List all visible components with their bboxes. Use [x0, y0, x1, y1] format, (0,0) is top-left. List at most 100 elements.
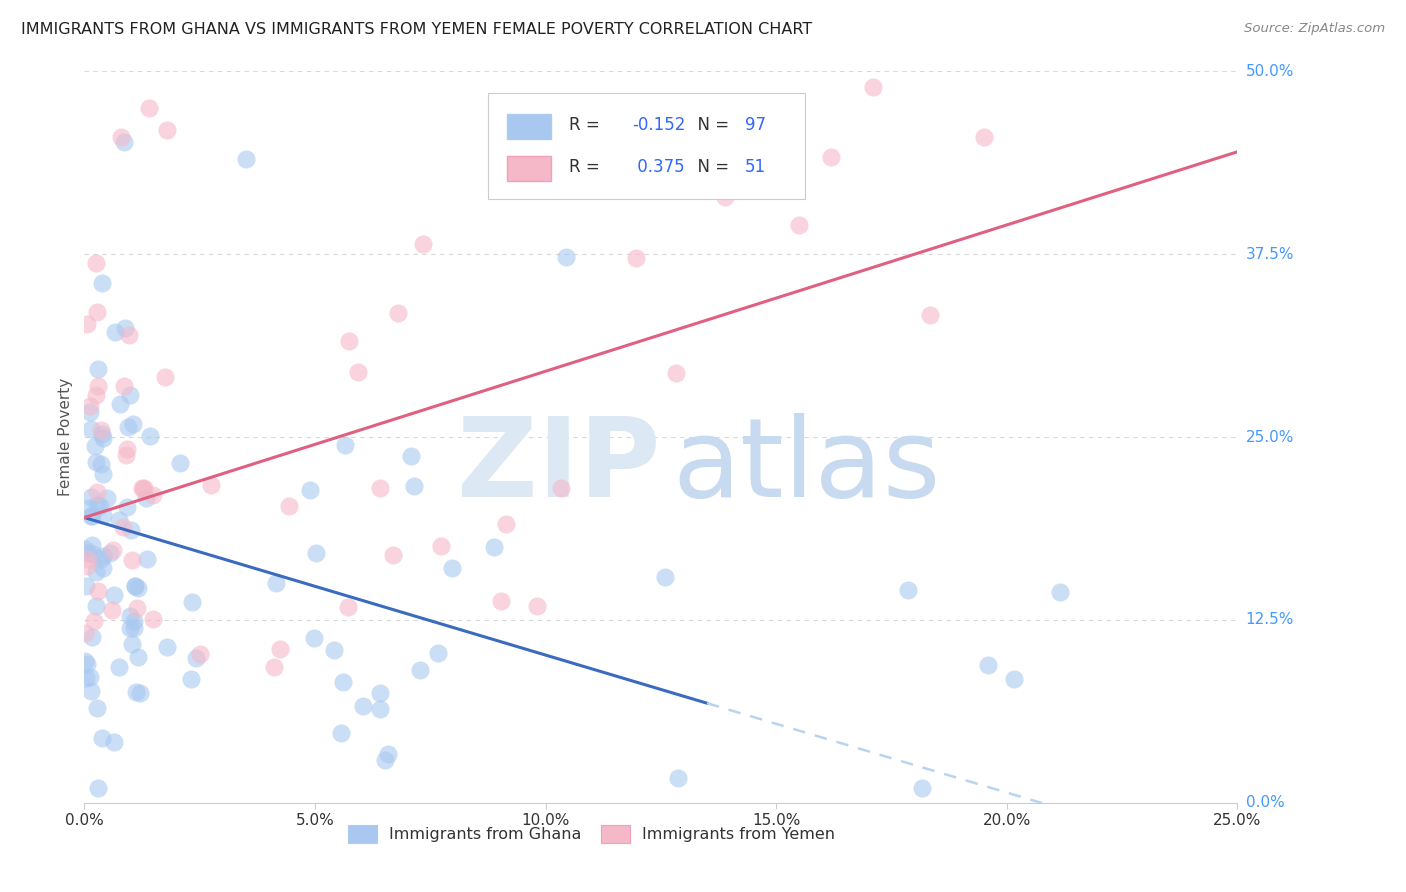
Point [79, 399, 101, 413]
Point [495, 516, 517, 531]
Point [124, 578, 146, 592]
Text: 0.0%: 0.0% [1246, 796, 1284, 810]
Point [973, 130, 995, 145]
Point [368, 702, 391, 716]
Point [714, 190, 737, 204]
Point [142, 612, 165, 626]
Point [90, 458, 112, 472]
Point [153, 369, 176, 384]
Point [181, 595, 204, 609]
Point [86, 485, 108, 500]
Point [91, 561, 114, 575]
Point [91, 731, 114, 746]
Point [103, 588, 125, 602]
Point [430, 539, 453, 553]
Point [920, 308, 942, 322]
Point [84, 454, 107, 468]
Point [96, 491, 118, 506]
Point [654, 570, 676, 584]
Point [188, 647, 211, 661]
Point [82, 538, 104, 552]
Point [373, 753, 395, 767]
Point [135, 491, 157, 505]
Point [200, 477, 222, 491]
Point [120, 523, 142, 537]
Point [91, 467, 114, 482]
Point [381, 548, 404, 562]
Text: R =: R = [568, 116, 605, 134]
Point [332, 675, 354, 690]
Point [76, 559, 98, 574]
Point [87, 781, 110, 796]
Point [98, 546, 121, 560]
Legend: Immigrants from Ghana, Immigrants from Yemen: Immigrants from Ghana, Immigrants from Y… [342, 819, 842, 850]
Point [820, 150, 842, 164]
Point [263, 660, 285, 674]
Y-axis label: Female Poverty: Female Poverty [58, 378, 73, 496]
Point [526, 599, 548, 614]
Point [665, 366, 688, 380]
Point [333, 438, 356, 452]
Point [103, 735, 125, 749]
Point [368, 481, 391, 495]
Point [377, 747, 399, 761]
Point [897, 583, 920, 598]
Point [87, 362, 110, 376]
Point [862, 80, 884, 95]
Point [1002, 672, 1025, 686]
Point [80, 422, 103, 436]
Point [120, 608, 142, 623]
Point [75, 626, 97, 640]
Point [110, 130, 132, 145]
Point [79, 490, 101, 504]
Point [180, 672, 202, 686]
Point [111, 520, 134, 534]
Point [136, 551, 159, 566]
Point [977, 657, 1000, 672]
Point [121, 553, 143, 567]
Point [83, 615, 105, 629]
Text: N =: N = [688, 158, 735, 177]
Text: ZIP: ZIP [457, 413, 661, 520]
Point [87, 379, 110, 393]
Point [169, 456, 191, 470]
Point [554, 250, 576, 264]
Point [156, 640, 179, 655]
Point [101, 543, 124, 558]
Point [117, 420, 139, 434]
Point [75, 541, 97, 556]
Point [80, 630, 103, 644]
Point [412, 237, 434, 252]
Point [323, 643, 346, 657]
Point [91, 549, 114, 564]
Point [491, 594, 513, 608]
Point [84, 599, 107, 613]
Point [402, 479, 425, 493]
Point [184, 650, 207, 665]
Point [77, 500, 100, 515]
Point [125, 685, 148, 699]
Text: IMMIGRANTS FROM GHANA VS IMMIGRANTS FROM YEMEN FEMALE POVERTY CORRELATION CHART: IMMIGRANTS FROM GHANA VS IMMIGRANTS FROM… [21, 22, 813, 37]
Point [127, 650, 149, 665]
Point [114, 449, 136, 463]
Point [117, 327, 139, 342]
Point [76, 657, 98, 671]
Point [112, 136, 135, 150]
Point [107, 660, 129, 674]
Point [115, 500, 138, 515]
Point [86, 305, 108, 319]
Point [427, 646, 450, 660]
Point [115, 442, 138, 456]
Point [77, 546, 100, 560]
Point [118, 388, 141, 402]
Text: 97: 97 [745, 116, 766, 134]
Point [266, 576, 288, 591]
Point [86, 701, 108, 715]
Point [121, 637, 143, 651]
Point [302, 632, 325, 646]
Point [235, 152, 257, 166]
Point [337, 600, 360, 615]
Point [346, 365, 368, 379]
Point [79, 670, 101, 684]
Point [624, 251, 647, 265]
